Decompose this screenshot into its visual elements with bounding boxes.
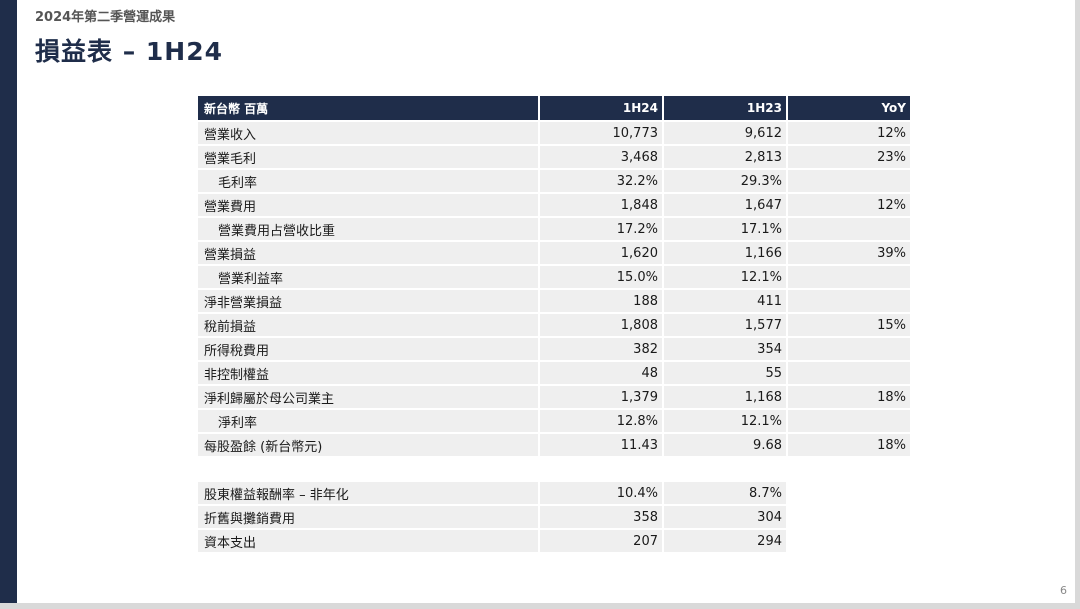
cell-yoy: 12% (788, 194, 912, 218)
table-row: 淨非營業損益 188 411 (198, 290, 912, 314)
header-unit: 新台幣 百萬 (198, 96, 540, 122)
row-label: 淨利率 (198, 410, 540, 434)
row-label: 營業毛利 (198, 146, 540, 170)
table-row: 所得稅費用 382 354 (198, 338, 912, 362)
cell-1h23: 1,168 (664, 386, 788, 410)
cell-1h23: 354 (664, 338, 788, 362)
header-1h23: 1H23 (664, 96, 788, 122)
row-label: 資本支出 (198, 530, 540, 554)
cell-1h23: 8.7% (664, 482, 788, 506)
header-yoy: YoY (788, 96, 912, 122)
slide-subtitle: 2024年第二季營運成果 (35, 10, 176, 25)
table-row: 毛利率 32.2% 29.3% (198, 170, 912, 194)
cell-yoy: 18% (788, 434, 912, 458)
cell-1h24: 1,379 (540, 386, 664, 410)
row-label: 折舊與攤銷費用 (198, 506, 540, 530)
cell-1h24: 358 (540, 506, 664, 530)
row-label: 淨非營業損益 (198, 290, 540, 314)
cell-1h24: 188 (540, 290, 664, 314)
cell-1h24: 3,468 (540, 146, 664, 170)
other-metrics-table: 股東權益報酬率 – 非年化 10.4% 8.7% 折舊與攤銷費用 358 304 資本支出 2… (198, 482, 788, 554)
cell-1h24: 1,620 (540, 242, 664, 266)
cell-1h23: 29.3% (664, 170, 788, 194)
row-label: 營業費用 (198, 194, 540, 218)
cell-yoy (788, 218, 912, 242)
cell-1h23: 1,647 (664, 194, 788, 218)
page-number: 6 (1060, 584, 1067, 597)
cell-1h24: 207 (540, 530, 664, 554)
cell-1h23: 304 (664, 506, 788, 530)
cell-1h23: 9,612 (664, 122, 788, 146)
cell-1h23: 12.1% (664, 410, 788, 434)
cell-yoy: 15% (788, 314, 912, 338)
cell-1h23: 2,813 (664, 146, 788, 170)
cell-1h24: 11.43 (540, 434, 664, 458)
cell-1h23: 411 (664, 290, 788, 314)
cell-1h24: 32.2% (540, 170, 664, 194)
table-row: 資本支出 207 294 (198, 530, 788, 554)
table-row: 淨利歸屬於母公司業主 1,379 1,168 18% (198, 386, 912, 410)
income-statement-table: 新台幣 百萬 1H24 1H23 YoY 營業收入 10,773 9,612 12% 營… (198, 96, 912, 458)
row-label: 營業收入 (198, 122, 540, 146)
slide-title: 損益表 – 1H24 (35, 37, 224, 66)
table-row: 營業利益率 15.0% 12.1% (198, 266, 912, 290)
cell-yoy (788, 362, 912, 386)
cell-1h24: 10,773 (540, 122, 664, 146)
cell-1h24: 48 (540, 362, 664, 386)
cell-yoy (788, 266, 912, 290)
row-label: 每股盈餘 (新台幣元) (198, 434, 540, 458)
cell-yoy: 39% (788, 242, 912, 266)
cell-yoy (788, 290, 912, 314)
left-accent-bar (0, 0, 17, 603)
cell-yoy: 12% (788, 122, 912, 146)
table-row: 營業損益 1,620 1,166 39% (198, 242, 912, 266)
cell-1h24: 10.4% (540, 482, 664, 506)
table-row: 淨利率 12.8% 12.1% (198, 410, 912, 434)
row-label: 淨利歸屬於母公司業主 (198, 386, 540, 410)
row-label: 營業損益 (198, 242, 540, 266)
table-row: 營業收入 10,773 9,612 12% (198, 122, 912, 146)
cell-yoy: 18% (788, 386, 912, 410)
cell-1h23: 1,166 (664, 242, 788, 266)
row-label: 股東權益報酬率 – 非年化 (198, 482, 540, 506)
table-row: 營業費用占營收比重 17.2% 17.1% (198, 218, 912, 242)
row-label: 營業利益率 (198, 266, 540, 290)
cell-1h23: 55 (664, 362, 788, 386)
row-label: 毛利率 (198, 170, 540, 194)
cell-1h24: 17.2% (540, 218, 664, 242)
row-label: 營業費用占營收比重 (198, 218, 540, 242)
cell-1h23: 1,577 (664, 314, 788, 338)
cell-1h24: 382 (540, 338, 664, 362)
row-label: 所得稅費用 (198, 338, 540, 362)
cell-1h24: 15.0% (540, 266, 664, 290)
table-row: 每股盈餘 (新台幣元) 11.43 9.68 18% (198, 434, 912, 458)
cell-1h23: 294 (664, 530, 788, 554)
table-row: 營業毛利 3,468 2,813 23% (198, 146, 912, 170)
income-table-body: 營業收入 10,773 9,612 12% 營業毛利 3,468 2,813 23% 毛利率 32… (198, 122, 912, 458)
cell-1h24: 1,848 (540, 194, 664, 218)
cell-yoy (788, 170, 912, 194)
cell-1h23: 9.68 (664, 434, 788, 458)
other-table-body: 股東權益報酬率 – 非年化 10.4% 8.7% 折舊與攤銷費用 358 304 資本支出 2… (198, 482, 788, 554)
table-header-row: 新台幣 百萬 1H24 1H23 YoY (198, 96, 912, 122)
table-row: 營業費用 1,848 1,647 12% (198, 194, 912, 218)
table-row: 非控制權益 48 55 (198, 362, 912, 386)
table-row: 折舊與攤銷費用 358 304 (198, 506, 788, 530)
cell-1h23: 17.1% (664, 218, 788, 242)
cell-1h24: 12.8% (540, 410, 664, 434)
cell-yoy: 23% (788, 146, 912, 170)
table-row: 稅前損益 1,808 1,577 15% (198, 314, 912, 338)
cell-yoy (788, 410, 912, 434)
table-row: 股東權益報酬率 – 非年化 10.4% 8.7% (198, 482, 788, 506)
cell-yoy (788, 338, 912, 362)
row-label: 非控制權益 (198, 362, 540, 386)
cell-1h23: 12.1% (664, 266, 788, 290)
header-1h24: 1H24 (540, 96, 664, 122)
row-label: 稅前損益 (198, 314, 540, 338)
cell-1h24: 1,808 (540, 314, 664, 338)
